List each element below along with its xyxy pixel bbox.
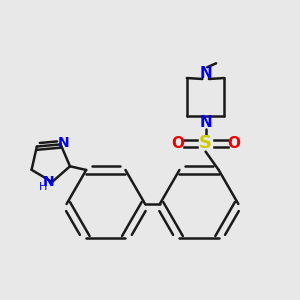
Text: O: O	[171, 136, 184, 151]
Text: N: N	[199, 115, 212, 130]
Text: N: N	[57, 136, 69, 150]
Text: N: N	[43, 175, 55, 189]
Text: O: O	[227, 136, 240, 151]
Text: S: S	[199, 134, 212, 152]
Text: H: H	[39, 182, 47, 192]
Text: N: N	[199, 66, 212, 81]
